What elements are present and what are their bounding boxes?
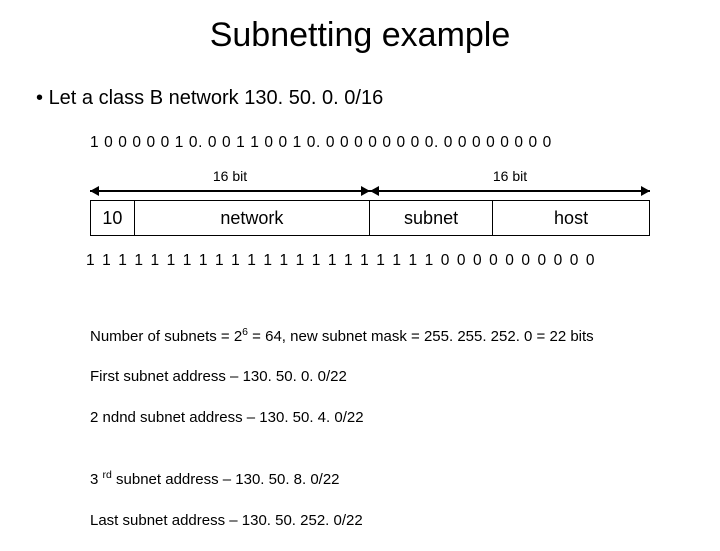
mask-bits-bottom: 1 1 1 1 1 1 1 1 1 1 1 1 1 1 1 1 1 1 1 1 … (86, 252, 690, 270)
arrow-row: 16 bit 16 bit (90, 166, 650, 200)
arrow-left-label: 16 bit (90, 168, 370, 184)
slide: Subnetting example Let a class B network… (0, 0, 720, 540)
body-text: Number of subnets = 26 = 64, new subnet … (90, 284, 690, 551)
body-line-1-pre: Number of subnets = 2 (90, 328, 242, 345)
body-line-4-post: subnet address – 130. 50. 8. 0/22 (112, 471, 340, 488)
body-line-2: First subnet address – 130. 50. 0. 0/22 (90, 367, 690, 387)
body-line-1-post: = 64, new subnet mask = 255. 255. 252. 0… (248, 328, 594, 345)
box-network: network (135, 200, 370, 236)
box-host: host (493, 200, 650, 236)
address-diagram: 16 bit 16 bit 10 network subnet host (90, 166, 650, 236)
double-arrow-icon (90, 190, 370, 192)
arrow-left: 16 bit (90, 166, 370, 200)
ordinal-sup: rd (103, 469, 112, 481)
body-line-3: 2 ndnd subnet address – 130. 50. 4. 0/22 (90, 408, 690, 428)
box-subnet: subnet (370, 200, 493, 236)
box-prefix: 10 (90, 200, 135, 236)
bullet-text: Let a class B network 130. 50. 0. 0/16 (36, 87, 690, 110)
body-line-1: Number of subnets = 26 = 64, new subnet … (90, 304, 690, 347)
field-boxes: 10 network subnet host (90, 200, 650, 236)
arrow-right: 16 bit (370, 166, 650, 200)
double-arrow-icon (370, 190, 650, 192)
body-line-5: Last subnet address – 130. 50. 252. 0/22 (90, 511, 690, 531)
ip-bits-top: 1 0 0 0 0 0 1 0. 0 0 1 1 0 0 1 0. 0 0 0 … (90, 134, 690, 152)
slide-title: Subnetting example (30, 16, 690, 55)
body-line-4: 3 rd subnet address – 130. 50. 8. 0/22 (90, 448, 690, 491)
body-line-4-pre: 3 (90, 471, 103, 488)
arrow-right-label: 16 bit (370, 168, 650, 184)
